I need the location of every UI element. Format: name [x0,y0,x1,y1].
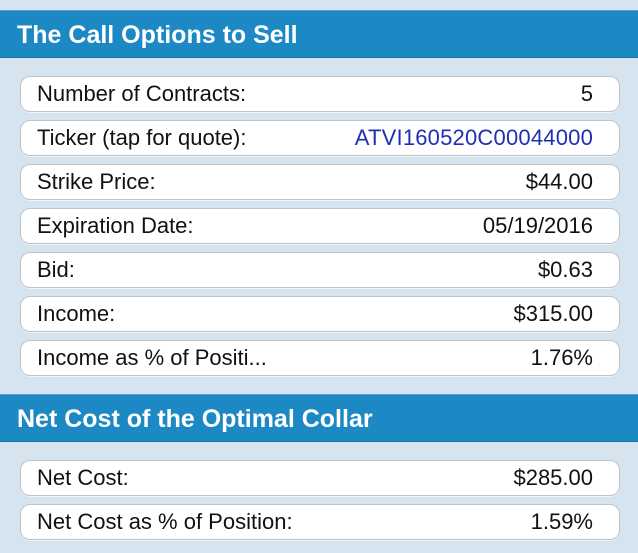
contracts-value: 5 [580,81,593,106]
expiration-date-value: 05/19/2016 [482,213,593,238]
ticker-quote-link[interactable]: ATVI160520C00044000 [354,125,593,150]
income-percent-label: Income as % of Positi... [37,345,267,370]
net-cost-percent-row: Net Cost as % of Position: 1.59% [20,504,620,540]
strike-price-label: Strike Price: [37,169,156,194]
ticker-label: Ticker (tap for quote): [37,125,247,150]
contracts-label: Number of Contracts: [37,81,247,106]
expiration-date-row: Expiration Date: 05/19/2016 [20,208,620,244]
bid-value: $0.63 [537,257,593,282]
income-percent-row: Income as % of Positi... 1.76% [20,340,620,376]
contracts-row: Number of Contracts: 5 [20,76,620,112]
strike-price-row: Strike Price: $44.00 [20,164,620,200]
net-cost-value: $285.00 [513,465,593,490]
bid-row: Bid: $0.63 [20,252,620,288]
expiration-date-label: Expiration Date: [37,213,194,238]
bid-label: Bid: [37,257,75,282]
net-cost-percent-value: 1.59% [530,509,593,534]
strike-price-value: $44.00 [525,169,593,194]
income-value: $315.00 [513,301,593,326]
net-cost-percent-label: Net Cost as % of Position: [37,509,293,534]
call-options-header: The Call Options to Sell [0,10,638,58]
income-label: Income: [37,301,116,326]
ticker-row[interactable]: Ticker (tap for quote): ATVI160520C00044… [20,120,620,156]
income-percent-value: 1.76% [530,345,593,370]
income-row: Income: $315.00 [20,296,620,332]
net-cost-label: Net Cost: [37,465,129,490]
net-cost-row: Net Cost: $285.00 [20,460,620,496]
net-cost-header: Net Cost of the Optimal Collar [0,394,638,442]
